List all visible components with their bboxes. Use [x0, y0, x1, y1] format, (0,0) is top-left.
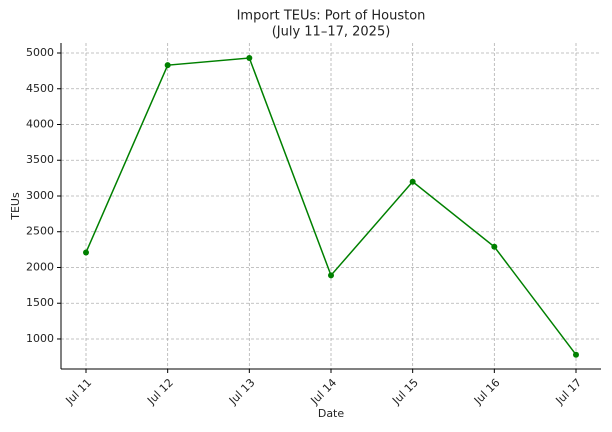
data-point	[328, 272, 334, 279]
x-tick-label: Jul 16	[471, 376, 503, 408]
x-tick-label: Jul 15	[389, 376, 421, 408]
chart-title: Import TEUs: Port of Houston	[237, 9, 426, 24]
data-point	[83, 249, 89, 256]
y-tick-label: 5000	[26, 46, 54, 59]
x-tick-label: Jul 17	[553, 376, 585, 408]
y-tick-label: 2500	[26, 225, 54, 238]
y-tick-label: 3000	[26, 189, 54, 202]
data-point	[409, 178, 416, 185]
x-tick-label: Jul 13	[226, 376, 258, 408]
y-axis-label: TEUs	[9, 192, 22, 221]
chart-subtitle: (July 11–17, 2025)	[272, 25, 391, 40]
x-tick-label: Jul 14	[308, 376, 340, 408]
x-axis-label: Date	[318, 407, 345, 420]
x-tick-label: Jul 11	[63, 376, 95, 408]
y-tick-label: 4000	[26, 118, 54, 131]
y-tick-label: 4500	[26, 82, 54, 95]
data-point	[164, 62, 171, 69]
x-tick-label: Jul 12	[144, 376, 176, 408]
y-tick-label: 1000	[26, 332, 54, 345]
y-tick-label: 3500	[26, 153, 54, 166]
data-point	[491, 243, 498, 250]
data-point	[246, 55, 253, 62]
y-tick-label: 2000	[26, 260, 54, 273]
data-point	[573, 351, 579, 358]
y-tick-label: 1500	[26, 296, 54, 309]
